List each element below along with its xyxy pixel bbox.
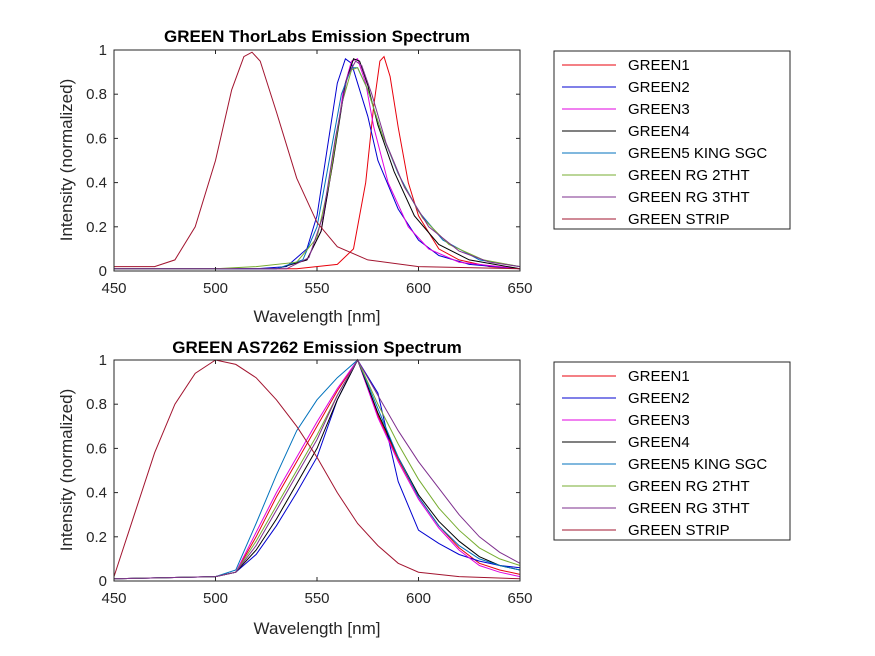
x-tick-label: 500: [203, 280, 228, 297]
y-tick-label: 0: [99, 573, 107, 590]
y-tick-label: 0.6: [86, 440, 107, 457]
series-line-0: [114, 55, 521, 270]
legend-entry-label: GREEN3: [628, 412, 690, 429]
legend: GREEN1 GREEN2 GREEN3 GREEN4 GREEN5 KING SGC G…: [553, 361, 791, 541]
legend-entry-label: GREEN2: [628, 79, 690, 96]
y-tick-label: 0.2: [86, 529, 107, 546]
x-tick-label: 650: [507, 590, 532, 607]
series-line-7: [113, 359, 521, 580]
x-tick-label: 600: [406, 280, 431, 297]
legend-entry-label: GREEN1: [628, 368, 690, 385]
x-tick-label: 600: [406, 590, 431, 607]
legend: GREEN1 GREEN2 GREEN3 GREEN4 GREEN5 KING SGC G…: [553, 50, 791, 230]
series-line-5: [114, 67, 521, 270]
y-axis-label: Intensity (normalized): [57, 389, 76, 552]
x-tick-label: 450: [101, 280, 126, 297]
legend-box: [553, 50, 791, 230]
y-tick-label: 0.4: [86, 175, 107, 192]
legend-entry-label: GREEN RG 3THT: [628, 189, 750, 206]
x-tick-label: 450: [101, 590, 126, 607]
ticks-layer: 450 500 550 600 650 0 0.2 0.4 0.6 0.8 1: [86, 42, 532, 297]
y-tick-label: 1: [99, 42, 107, 59]
y-tick-label: 0.8: [86, 396, 107, 413]
legend-entry-label: GREEN RG 2THT: [628, 167, 750, 184]
y-tick-label: 0.2: [86, 219, 107, 236]
legend-entry-label: GREEN STRIP: [628, 522, 730, 539]
y-tick-label: 0.6: [86, 130, 107, 147]
legend-box: [553, 361, 791, 541]
x-axis-label: Wavelength [nm]: [254, 619, 381, 638]
legend-entry-label: GREEN1: [628, 57, 690, 74]
x-tick-label: 500: [203, 590, 228, 607]
series-line-6: [114, 60, 521, 270]
series-layer: [114, 51, 521, 270]
chart-title: GREEN ThorLabs Emission Spectrum: [164, 27, 470, 46]
legend-entry-label: GREEN3: [628, 101, 690, 118]
y-tick-label: 1: [99, 352, 107, 369]
ticks-layer: 450 500 550 600 650 0 0.2 0.4 0.6 0.8 1: [86, 352, 532, 607]
legend-entry-label: GREEN RG 3THT: [628, 500, 750, 517]
x-tick-label: 550: [304, 590, 329, 607]
chart-thorlabs: GREEN ThorLabs Emission Spectrum 450 500 5…: [57, 27, 791, 326]
legend-entry-label: GREEN5 KING SGC: [628, 456, 767, 473]
y-tick-label: 0.8: [86, 86, 107, 103]
chart-title: GREEN AS7262 Emission Spectrum: [172, 338, 461, 357]
y-tick-label: 0: [99, 263, 107, 280]
legend-entry-label: GREEN4: [628, 123, 690, 140]
legend-entry-label: GREEN STRIP: [628, 211, 730, 228]
x-tick-label: 550: [304, 280, 329, 297]
x-tick-label: 650: [507, 280, 532, 297]
y-axis-label: Intensity (normalized): [57, 79, 76, 242]
y-tick-label: 0.4: [86, 485, 107, 502]
chart-as7262: GREEN AS7262 Emission Spectrum 450 500 550…: [57, 338, 791, 638]
series-line-7: [114, 51, 521, 270]
legend-entry-label: GREEN RG 2THT: [628, 478, 750, 495]
x-axis-label: Wavelength [nm]: [254, 307, 381, 326]
legend-entry-label: GREEN2: [628, 390, 690, 407]
legend-entry-label: GREEN5 KING SGC: [628, 145, 767, 162]
legend-entry-label: GREEN4: [628, 434, 690, 451]
